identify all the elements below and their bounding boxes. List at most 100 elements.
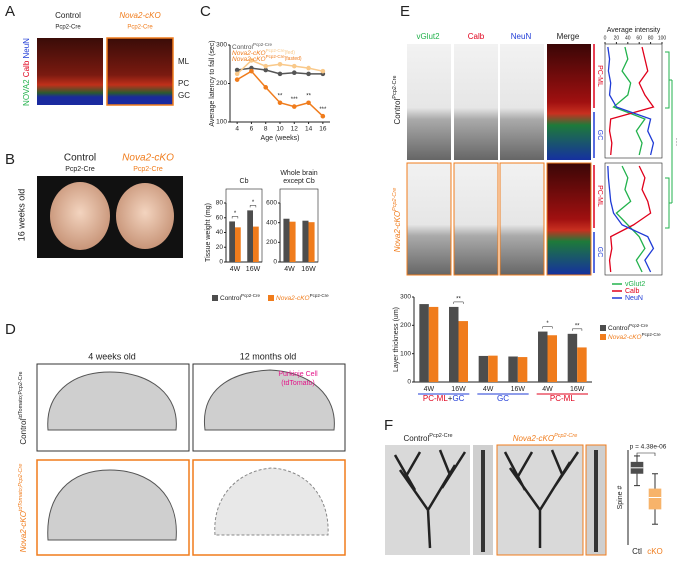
- neuron: [503, 449, 580, 548]
- point: [263, 63, 269, 69]
- group-text: PC-ML: [423, 394, 448, 403]
- bar: [283, 218, 290, 262]
- column-subtitle: Pcp2-Cre: [127, 25, 153, 31]
- x-tick-label: 4: [235, 126, 239, 133]
- group-label: PC-ML+GC: [423, 394, 465, 403]
- significance-bracket: [249, 205, 257, 208]
- panel-label: A: [5, 3, 15, 20]
- panel-label: F: [384, 417, 393, 434]
- panel-label: B: [5, 151, 15, 168]
- panel-a: A Control Pcp2-Cre Nova2-cKO Pcp2-Cre NO…: [5, 3, 190, 106]
- bar: [488, 355, 498, 382]
- legend-text: Pcp2-Cre: [642, 332, 662, 337]
- significance-bracket: [542, 326, 553, 329]
- x-tick-label: 20: [614, 35, 620, 41]
- panel-label: D: [5, 321, 16, 338]
- image-grid: [406, 44, 673, 276]
- column-title: NeuN: [511, 32, 532, 41]
- legend-label: ControlPcp2-Cre: [232, 42, 272, 51]
- bar: [547, 335, 557, 382]
- legend-text: Nova2-cKO: [608, 334, 642, 341]
- group-text: +: [448, 394, 453, 403]
- cerebellum: [214, 467, 329, 536]
- y-tick-label: 100: [216, 119, 227, 126]
- bar: [478, 355, 489, 382]
- point: [249, 68, 254, 74]
- y-tick-label: 20: [216, 244, 224, 251]
- x-tick-label: 12: [291, 126, 299, 133]
- legend-text: (fed): [285, 50, 296, 56]
- legend-label: Nova2-cKOPcp2-Cre: [608, 332, 661, 341]
- side-label: 16 weeks old: [16, 189, 26, 242]
- micrograph: [106, 37, 174, 106]
- frame: [279, 188, 319, 263]
- point: [291, 70, 297, 76]
- panel-label: C: [200, 3, 211, 20]
- bar: [247, 210, 253, 262]
- micrograph: [454, 44, 498, 160]
- legend-text: Control: [608, 325, 630, 332]
- panel-label: E: [400, 3, 410, 20]
- legend-swatch: [600, 334, 606, 340]
- point: [263, 85, 269, 90]
- y-axis-label: Layer thickness (um): [393, 307, 400, 372]
- x-tick-label: 0: [604, 35, 607, 41]
- x-tick-label: 8: [264, 126, 268, 133]
- point: [249, 58, 254, 63]
- legend-text: Nova2-cKO: [232, 56, 266, 63]
- y-tick-label: 200: [216, 80, 227, 87]
- significance: **: [306, 93, 311, 99]
- y-tick-label: 600: [266, 200, 277, 207]
- significance-bracket: [572, 328, 583, 331]
- layer-label: ML: [178, 57, 190, 66]
- profile-line: [607, 46, 655, 156]
- bar: [428, 306, 439, 382]
- column-title: Nova2-cKO: [119, 11, 160, 20]
- point: [234, 67, 240, 73]
- profile-line: [615, 165, 646, 273]
- legend-text: Pcp2-Cre: [310, 293, 330, 298]
- legend-text: Nova2-cKO: [276, 295, 310, 302]
- x-tick-label: 14: [305, 126, 313, 133]
- column-title: ControlPcp2-Cre: [403, 433, 452, 443]
- group-label: GC: [497, 394, 509, 403]
- group-text: PC-ML: [550, 394, 575, 403]
- point: [277, 71, 283, 77]
- point: [320, 113, 326, 119]
- significance: **: [456, 296, 461, 302]
- y-tick-label: 300: [216, 42, 227, 49]
- point: [263, 67, 269, 73]
- x-tick-label: 16W: [301, 266, 316, 273]
- profile-line: [608, 46, 655, 156]
- micrograph: [500, 44, 544, 160]
- micrograph: [407, 44, 451, 160]
- x-tick-label: 16W: [570, 386, 585, 393]
- y-tick-label: 0: [407, 379, 411, 386]
- cerebellum: [47, 469, 177, 541]
- point: [277, 100, 283, 106]
- column-title: Nova2-cKO: [122, 153, 174, 164]
- y-axis-label: Tissue weight (mg): [205, 203, 212, 262]
- brain: [116, 183, 174, 249]
- legend-text: Pcp2-Cre: [629, 323, 649, 328]
- micrograph: [547, 44, 591, 160]
- micrograph: [546, 162, 592, 276]
- x-tick-label: 6: [250, 126, 254, 133]
- bar: [567, 333, 578, 382]
- column-title: Nova2-cKOPcp2-Cre: [513, 433, 578, 443]
- x-tick-label: 40: [625, 35, 631, 41]
- point: [291, 63, 297, 69]
- chart-title: Cb: [240, 178, 249, 185]
- significance-bracket: [636, 452, 656, 456]
- legend-text: Pcp2-Cre: [266, 54, 286, 59]
- column-title: Calb: [468, 32, 485, 41]
- x-tick-label: 100: [658, 35, 667, 41]
- annotation: p = 4.38e-06: [630, 444, 667, 451]
- y-tick-label: 80: [216, 200, 224, 207]
- bar: [458, 321, 468, 382]
- legend-text: Control: [232, 44, 254, 51]
- x-tick-label: 16W: [246, 266, 261, 273]
- significance: **: [575, 323, 580, 329]
- y-tick-label: 100: [400, 350, 411, 357]
- row-label: ControltdTomato;Pcp2-Cre: [18, 371, 28, 444]
